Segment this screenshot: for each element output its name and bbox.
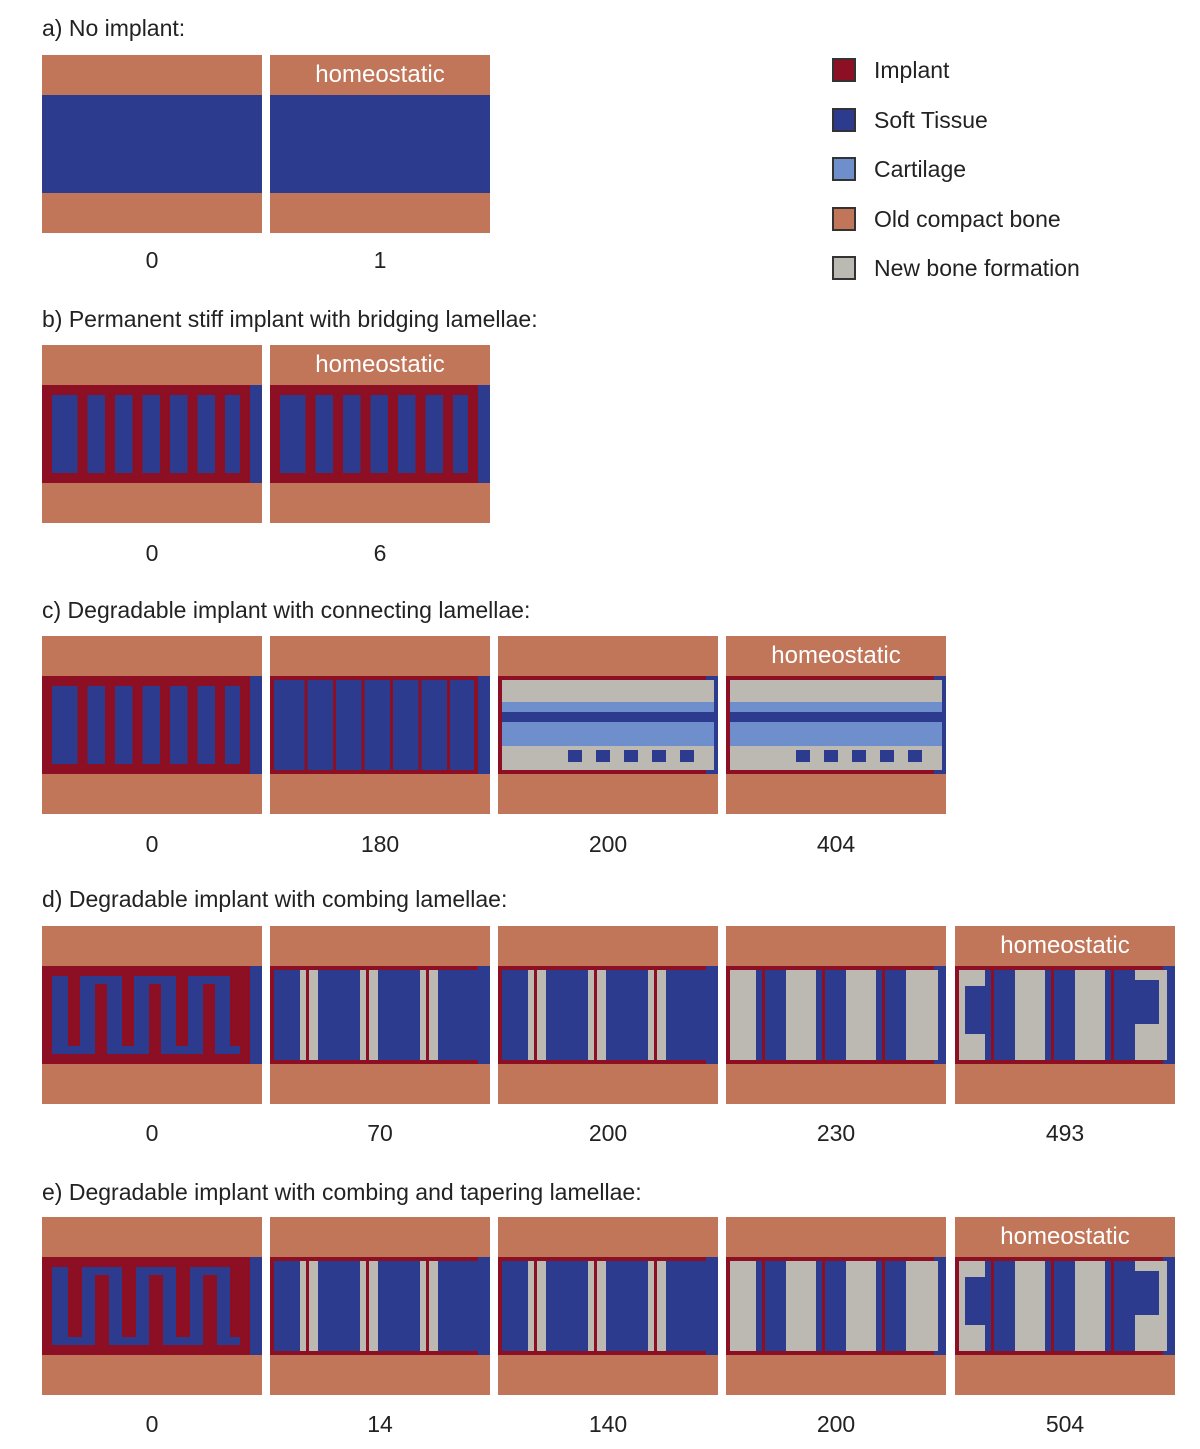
- panel-graphic: [270, 95, 490, 193]
- simulation-panel: homeostatic: [955, 1217, 1175, 1395]
- panel-graphic: [726, 966, 946, 1064]
- panel-graphic: [270, 966, 490, 1064]
- time-label: 0: [145, 1120, 159, 1146]
- legend-label: Old compact bone: [874, 205, 1061, 232]
- new-bone-swatch: [832, 256, 856, 280]
- panel-graphic: [42, 1257, 262, 1355]
- panel-graphic: [955, 1257, 1175, 1355]
- simulation-panel: [42, 636, 262, 814]
- time-label: 180: [360, 831, 400, 857]
- homeostatic-label: homeostatic: [1000, 1223, 1130, 1250]
- panel-graphic: [42, 385, 262, 483]
- simulation-panel: homeostatic: [270, 55, 490, 233]
- simulation-panel: [498, 926, 718, 1104]
- simulation-panel: homeostatic: [270, 345, 490, 523]
- panel-graphic: [270, 676, 490, 774]
- panel-graphic: [270, 1257, 490, 1355]
- panel-graphic: [955, 966, 1175, 1064]
- panel-graphic: [498, 676, 718, 774]
- time-label: 0: [145, 1411, 159, 1437]
- simulation-panel: [726, 926, 946, 1104]
- time-label: 0: [145, 831, 159, 857]
- time-label: 200: [588, 1120, 628, 1146]
- time-label: 6: [373, 540, 387, 566]
- homeostatic-label: homeostatic: [315, 61, 445, 88]
- row-heading: d) Degradable implant with combing lamel…: [42, 886, 508, 912]
- old-bone-swatch: [832, 206, 856, 231]
- time-label: 230: [816, 1120, 856, 1146]
- simulation-panel: homeostatic: [955, 926, 1175, 1104]
- implant-swatch: [832, 58, 856, 82]
- row-heading: c) Degradable implant with connecting la…: [42, 597, 531, 623]
- panel-graphic: [270, 385, 490, 483]
- time-label: 0: [145, 540, 159, 566]
- simulation-panel: [498, 1217, 718, 1395]
- simulation-panel: [270, 926, 490, 1104]
- legend-label: Cartilage: [874, 156, 967, 182]
- panel-graphic: [42, 95, 262, 193]
- time-label: 504: [1045, 1411, 1085, 1437]
- homeostatic-label: homeostatic: [771, 642, 901, 669]
- panel-graphic: [498, 966, 718, 1064]
- panel-graphic: [498, 1257, 718, 1355]
- legend-label: New bone formation: [874, 255, 1080, 281]
- simulation-panel: [42, 55, 262, 233]
- simulation-panel: [270, 1217, 490, 1395]
- simulation-panel: [498, 636, 718, 814]
- row-heading: e) Degradable implant with combing and t…: [42, 1179, 642, 1205]
- panel-graphic: [42, 676, 262, 774]
- time-label: 493: [1045, 1120, 1085, 1146]
- time-label: 70: [367, 1120, 393, 1146]
- row-heading: a) No implant:: [42, 15, 186, 41]
- time-label: 0: [145, 247, 159, 273]
- panel-graphic: [42, 966, 262, 1064]
- panel-graphic: [726, 1257, 946, 1355]
- time-label: 140: [588, 1411, 628, 1437]
- homeostatic-label: homeostatic: [1000, 932, 1130, 959]
- time-label: 1: [373, 247, 387, 273]
- row-heading: b) Permanent stiff implant with bridging…: [42, 306, 538, 332]
- time-label: 200: [588, 831, 628, 857]
- simulation-panel: [270, 636, 490, 814]
- simulation-panel: [42, 345, 262, 523]
- simulation-panel: [42, 1217, 262, 1395]
- time-label: 404: [816, 831, 856, 857]
- time-label: 200: [816, 1411, 856, 1437]
- simulation-panel: [42, 926, 262, 1104]
- panel-graphic: [726, 676, 946, 774]
- simulation-panel: homeostatic: [726, 636, 946, 814]
- legend-label: Implant: [874, 57, 950, 83]
- time-label: 14: [367, 1411, 393, 1437]
- soft-tissue-swatch: [832, 107, 856, 132]
- legend-label: Soft Tissue: [874, 106, 988, 133]
- cartilage-swatch: [832, 157, 856, 181]
- homeostatic-label: homeostatic: [315, 351, 445, 378]
- simulation-panel: [726, 1217, 946, 1395]
